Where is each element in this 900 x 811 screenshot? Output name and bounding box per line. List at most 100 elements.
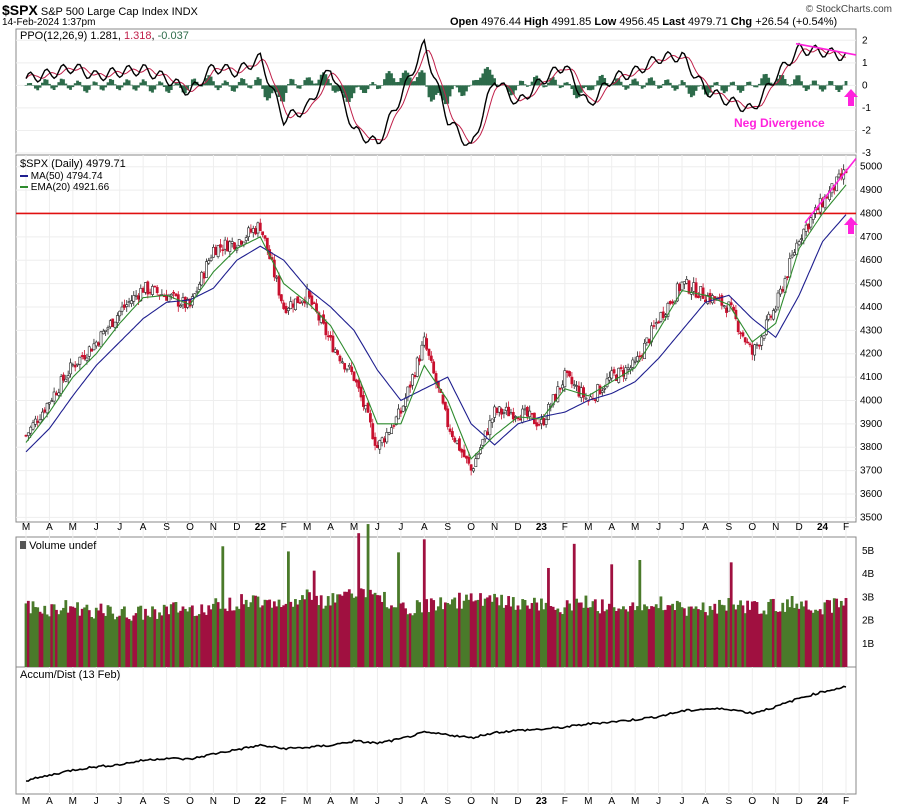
price-candle-body <box>172 291 176 294</box>
ppo-histogram-bar <box>767 77 771 86</box>
volume-bar <box>610 564 614 667</box>
volume-bar <box>38 611 42 667</box>
ppo-histogram-bar <box>561 85 564 88</box>
ppo-histogram-bar <box>347 85 351 102</box>
price-candle-body <box>134 294 138 297</box>
ema20-legend: EMA(20) 4921.66 <box>20 182 109 193</box>
ppo-histogram-bar <box>441 85 445 101</box>
ppo-histogram-bar <box>345 85 349 102</box>
ppo-histogram-bar <box>736 85 740 91</box>
price-candle-body <box>542 418 546 426</box>
volume-bar <box>769 599 773 667</box>
price-candle-body <box>179 305 183 308</box>
volume-bar <box>207 605 211 667</box>
volume-bar <box>615 611 618 667</box>
x-tick-label: 23 <box>536 796 548 807</box>
volume-bar <box>24 603 28 667</box>
ppo-histogram-bar <box>530 81 534 86</box>
ppo-histogram-bar <box>558 85 562 89</box>
ppo-histogram-bar <box>352 85 356 94</box>
price-tick-label: 4700 <box>860 232 883 243</box>
ppo-histogram-bar <box>296 85 300 89</box>
ppo-histogram-bar <box>254 79 257 86</box>
price-candle-body <box>774 308 778 312</box>
price-candle-body <box>378 440 382 450</box>
volume-bar <box>315 595 318 667</box>
volume-bar <box>436 606 440 667</box>
volume-bar <box>821 614 824 667</box>
volume-bar <box>790 596 794 667</box>
price-candle-body <box>619 367 623 369</box>
x-tick-label: J <box>94 796 99 807</box>
ppo-histogram-bar <box>36 85 40 91</box>
x-tick-label: S <box>726 796 733 807</box>
ppo-histogram-bar <box>97 85 101 86</box>
symbol: $SPX <box>2 2 38 18</box>
price-candle-body <box>446 408 450 428</box>
price-candle-body <box>757 344 761 347</box>
ppo-histogram-bar <box>228 85 232 87</box>
volume-bar <box>66 612 70 667</box>
volume-bar <box>317 605 321 667</box>
ppo-histogram-bar <box>162 85 166 88</box>
ppo-histogram-bar <box>202 83 206 86</box>
ppo-histogram-bar <box>551 76 555 86</box>
volume-bar <box>336 594 339 667</box>
price-tick-label: 4300 <box>860 325 883 336</box>
price-candle-body <box>755 344 759 346</box>
ppo-histogram-bar <box>99 85 103 90</box>
ppo-histogram-bar <box>188 85 192 86</box>
price-candle-body <box>654 322 658 325</box>
price-candle-body <box>371 423 375 440</box>
ppo-histogram-bar <box>212 81 215 86</box>
ppo-histogram-bar <box>472 80 475 86</box>
volume-bar <box>90 617 93 667</box>
volume-bar <box>279 606 283 667</box>
ma50-value: 4794.74 <box>66 171 103 182</box>
volume-bar <box>732 604 735 667</box>
volume-bar <box>291 606 295 667</box>
ppo-histogram-bar <box>115 85 119 89</box>
volume-bar <box>361 589 365 667</box>
ppo-histogram-bar <box>427 85 431 98</box>
ppo-histogram-bar <box>221 83 225 86</box>
price-candle-body <box>329 335 332 338</box>
volume-bar <box>43 605 47 667</box>
ppo-histogram-bar <box>294 84 297 86</box>
volume-bar <box>167 614 171 667</box>
ppo-histogram-bar <box>378 85 382 89</box>
price-candle-body <box>228 241 232 252</box>
ppo-histogram-bar <box>718 85 721 86</box>
ppo-histogram-bar <box>533 77 536 86</box>
price-candle-body <box>291 303 295 308</box>
ppo-histogram-bar <box>43 79 47 86</box>
volume-bar <box>572 543 576 667</box>
volume-bar <box>441 609 445 667</box>
ppo-histogram-bar <box>230 85 234 91</box>
price-candle-body <box>251 228 255 233</box>
price-candle-body <box>155 287 159 293</box>
volume-bar <box>329 605 332 667</box>
price-candle-body <box>108 320 112 328</box>
volume-bar <box>237 608 241 667</box>
volume-bar <box>490 601 494 667</box>
volume-bar <box>158 612 161 667</box>
volume-bar <box>764 614 768 667</box>
price-candle-body <box>31 422 35 430</box>
price-candle-body <box>174 293 178 296</box>
ppo-histogram-bar <box>835 85 839 90</box>
ppo-histogram-bar <box>350 85 354 99</box>
ppo-histogram-bar <box>666 79 670 86</box>
x-tick-label: A <box>140 522 147 533</box>
high-label: High <box>524 16 549 28</box>
price-candle-body <box>130 300 133 304</box>
ppo-histogram-bar <box>802 85 806 88</box>
volume-bar <box>308 592 311 667</box>
ppo-histogram-bar <box>697 85 700 87</box>
volume-bar <box>542 609 546 667</box>
volume-bar <box>202 612 206 667</box>
price-candle-body <box>317 312 321 321</box>
volume-bar <box>675 600 679 667</box>
ppo-histogram-bar <box>465 85 468 92</box>
